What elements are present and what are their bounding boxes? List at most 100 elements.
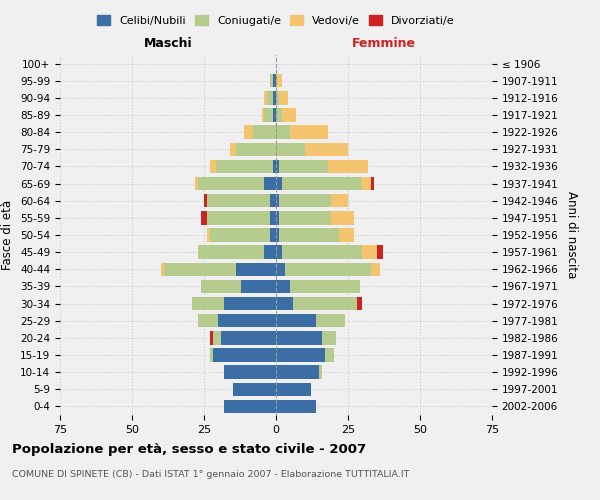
Bar — [282, 177, 362, 190]
Bar — [276, 74, 282, 88]
Bar — [276, 382, 311, 396]
Bar — [212, 331, 221, 344]
Bar — [262, 108, 265, 122]
Bar — [273, 74, 276, 88]
Bar — [198, 177, 265, 190]
Bar — [377, 246, 383, 259]
Bar — [273, 160, 276, 173]
Bar — [276, 177, 282, 190]
Bar — [201, 211, 207, 224]
Bar — [328, 160, 368, 173]
Bar — [276, 160, 279, 173]
Bar — [279, 160, 328, 173]
Bar — [265, 246, 276, 259]
Bar — [210, 348, 212, 362]
Bar — [276, 211, 279, 224]
Bar — [282, 108, 296, 122]
Bar — [276, 280, 290, 293]
Bar — [218, 314, 276, 328]
Bar — [236, 262, 276, 276]
Bar — [265, 91, 268, 104]
Bar — [276, 314, 316, 328]
Bar — [279, 91, 287, 104]
Bar — [207, 228, 210, 241]
Bar — [276, 331, 322, 344]
Bar — [284, 262, 371, 276]
Bar — [212, 348, 276, 362]
Bar — [265, 108, 273, 122]
Bar — [322, 331, 337, 344]
Bar — [270, 194, 276, 207]
Bar — [276, 91, 279, 104]
Bar — [270, 228, 276, 241]
Bar — [305, 142, 348, 156]
Bar — [331, 194, 348, 207]
Y-axis label: Fasce di età: Fasce di età — [1, 200, 14, 270]
Bar — [276, 246, 282, 259]
Bar — [276, 108, 282, 122]
Bar — [270, 211, 276, 224]
Bar — [356, 297, 362, 310]
Bar — [273, 91, 276, 104]
Bar — [233, 382, 276, 396]
Bar — [371, 177, 374, 190]
Bar — [224, 366, 276, 379]
Bar — [164, 262, 236, 276]
Y-axis label: Anni di nascita: Anni di nascita — [565, 192, 578, 278]
Bar — [362, 177, 371, 190]
Bar — [210, 228, 270, 241]
Bar — [244, 126, 253, 139]
Text: COMUNE DI SPINETE (CB) - Dati ISTAT 1° gennaio 2007 - Elaborazione TUTTITALIA.IT: COMUNE DI SPINETE (CB) - Dati ISTAT 1° g… — [12, 470, 409, 479]
Bar — [221, 331, 276, 344]
Bar — [362, 246, 377, 259]
Bar — [276, 348, 325, 362]
Bar — [210, 160, 215, 173]
Bar — [276, 228, 279, 241]
Text: Popolazione per età, sesso e stato civile - 2007: Popolazione per età, sesso e stato civil… — [12, 442, 366, 456]
Bar — [210, 331, 212, 344]
Bar — [276, 126, 290, 139]
Bar — [276, 400, 316, 413]
Bar — [193, 297, 224, 310]
Bar — [253, 126, 276, 139]
Bar — [270, 74, 273, 88]
Bar — [201, 280, 241, 293]
Bar — [279, 194, 331, 207]
Bar — [276, 297, 293, 310]
Bar — [268, 91, 273, 104]
Bar — [331, 211, 354, 224]
Bar — [204, 194, 207, 207]
Bar — [198, 246, 265, 259]
Bar — [279, 211, 331, 224]
Bar — [340, 228, 354, 241]
Bar — [207, 194, 270, 207]
Bar — [290, 280, 359, 293]
Bar — [279, 228, 340, 241]
Bar — [276, 194, 279, 207]
Bar — [319, 366, 322, 379]
Bar — [276, 262, 284, 276]
Legend: Celibi/Nubili, Coniugati/e, Vedovi/e, Divorziati/e: Celibi/Nubili, Coniugati/e, Vedovi/e, Di… — [93, 10, 459, 30]
Bar — [207, 211, 270, 224]
Text: Maschi: Maschi — [143, 37, 193, 50]
Bar — [316, 314, 345, 328]
Bar — [224, 297, 276, 310]
Bar — [230, 142, 236, 156]
Bar — [265, 177, 276, 190]
Bar — [236, 142, 276, 156]
Bar — [273, 108, 276, 122]
Bar — [276, 366, 319, 379]
Bar — [293, 297, 356, 310]
Bar — [161, 262, 164, 276]
Bar — [276, 142, 305, 156]
Bar — [290, 126, 328, 139]
Bar — [196, 177, 198, 190]
Bar — [282, 246, 362, 259]
Bar — [241, 280, 276, 293]
Bar — [224, 400, 276, 413]
Bar — [198, 314, 218, 328]
Bar — [215, 160, 273, 173]
Text: Femmine: Femmine — [352, 37, 416, 50]
Bar — [325, 348, 334, 362]
Bar — [371, 262, 380, 276]
